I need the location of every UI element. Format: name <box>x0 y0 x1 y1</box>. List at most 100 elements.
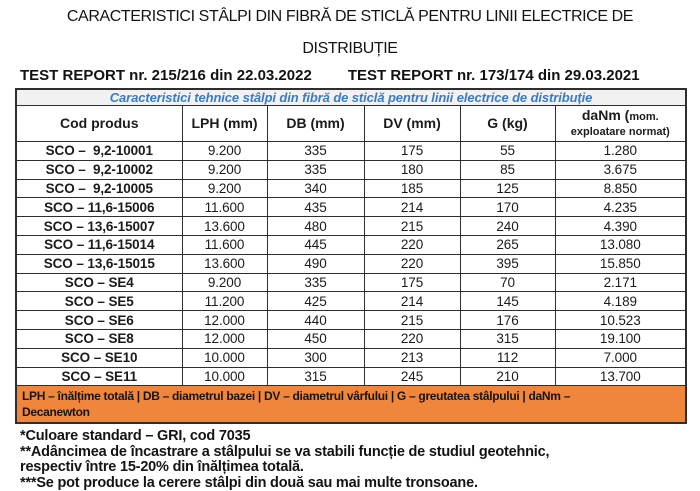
cell-dv: 214 <box>363 291 461 312</box>
cell-lph: 9.200 <box>181 159 268 180</box>
cell-cod-produs: SCO – SE11 <box>15 366 183 387</box>
cell-cod-produs: SCO – 9,2-10002 <box>15 159 183 180</box>
cell-lph: 10.000 <box>181 347 268 368</box>
table-legend-line-2: Decanewton <box>22 405 90 420</box>
table-legend-line-1: LPH – înălțime totală | DB – diametrul b… <box>22 389 571 404</box>
cell-lph: 12.000 <box>181 310 268 330</box>
test-report-right: TEST REPORT nr. 173/174 din 29.03.2021 <box>347 67 640 84</box>
test-reports-row: TEST REPORT nr. 215/216 din 22.03.2022 T… <box>20 67 700 85</box>
table-header-row: Cod produs LPH (mm) DB (mm) DV (mm) G (k… <box>15 105 687 142</box>
page-title-line-1: CARACTERISTICI STÂLPI DIN FIBRĂ DE STICL… <box>66 8 634 25</box>
header-danm: daNm (mom. exploatare normat) <box>554 105 687 142</box>
cell-g: 265 <box>459 234 556 255</box>
cell-db: 335 <box>266 272 365 293</box>
cell-danm: 19.100 <box>554 328 687 349</box>
cell-cod-produs: SCO – 13,6-15007 <box>15 216 183 236</box>
cell-g: 125 <box>459 178 556 199</box>
footnote-sections: ***Se pot produce la cerere stâlpi din d… <box>20 474 478 491</box>
cell-dv: 185 <box>363 178 461 199</box>
cell-danm: 4.235 <box>554 197 687 218</box>
cell-db: 435 <box>266 197 365 218</box>
cell-db: 440 <box>266 310 365 330</box>
header-danm-sub-1: mom. <box>629 110 659 123</box>
cell-lph: 11.600 <box>181 197 268 218</box>
cell-dv: 175 <box>363 272 461 293</box>
cell-g: 315 <box>459 328 556 349</box>
cell-danm: 15.850 <box>554 253 687 274</box>
cell-danm: 8.850 <box>554 178 687 199</box>
table-row: SCO – SE11 10.000 315 245 210 13.700 <box>15 366 687 387</box>
table-legend-row: LPH – înălțime totală | DB – diametrul b… <box>15 385 687 424</box>
header-cod-produs: Cod produs <box>15 105 183 142</box>
header-lph: LPH (mm) <box>181 105 268 142</box>
footnote-embedment-depth-line-1: **Adâncimea de încastrare a stâlpului se… <box>20 443 550 460</box>
cell-lph: 11.600 <box>181 234 268 255</box>
cell-danm: 10.523 <box>554 310 687 330</box>
cell-lph: 9.200 <box>181 178 268 199</box>
cell-db: 490 <box>266 253 365 274</box>
table-row: SCO – 11,6-15014 11.600 445 220 265 13.0… <box>15 234 687 255</box>
footnote-color-standard: *Culoare standard – GRI, cod 7035 <box>20 428 251 445</box>
table-row: SCO – SE10 10.000 300 213 112 7.000 <box>15 347 687 368</box>
cell-g: 240 <box>459 216 556 236</box>
cell-cod-produs: SCO – SE4 <box>15 272 183 293</box>
cell-db: 335 <box>266 141 365 161</box>
cell-lph: 13.600 <box>181 216 268 236</box>
cell-db: 340 <box>266 178 365 199</box>
characteristics-table: Caracteristici tehnice stâlpi din fibră … <box>15 88 688 425</box>
cell-lph: 9.200 <box>181 272 268 293</box>
cell-dv: 220 <box>363 328 461 349</box>
cell-g: 170 <box>459 197 556 218</box>
table-row: SCO – 11,6-15006 11.600 435 214 170 4.23… <box>15 197 687 218</box>
table-row: SCO – 13,6-15015 13.600 490 220 395 15.8… <box>15 253 687 274</box>
cell-dv: 245 <box>363 366 461 387</box>
cell-lph: 11.200 <box>181 291 268 312</box>
cell-dv: 213 <box>363 347 461 368</box>
cell-danm: 4.189 <box>554 291 687 312</box>
cell-db: 480 <box>266 216 365 236</box>
cell-cod-produs: SCO – SE5 <box>15 291 183 312</box>
cell-g: 85 <box>459 159 556 180</box>
cell-lph: 10.000 <box>181 366 268 387</box>
cell-g: 395 <box>459 253 556 274</box>
cell-g: 145 <box>459 291 556 312</box>
page-title-line-2: DISTRIBUȚIE <box>302 40 398 57</box>
cell-danm: 4.390 <box>554 216 687 236</box>
cell-danm: 1.280 <box>554 141 687 161</box>
cell-cod-produs: SCO – 9,2-10001 <box>15 141 183 161</box>
cell-cod-produs: SCO – SE8 <box>15 328 183 349</box>
header-dv: DV (mm) <box>363 105 461 142</box>
table-legend: LPH – înălțime totală | DB – diametrul b… <box>15 385 687 424</box>
header-db: DB (mm) <box>266 105 365 142</box>
cell-db: 335 <box>266 159 365 180</box>
cell-dv: 215 <box>363 216 461 236</box>
cell-danm: 3.675 <box>554 159 687 180</box>
cell-cod-produs: SCO – SE6 <box>15 310 183 330</box>
cell-danm: 7.000 <box>554 347 687 368</box>
cell-dv: 220 <box>363 234 461 255</box>
table-row: SCO – 9,2-10002 9.200 335 180 85 3.675 <box>15 159 687 180</box>
cell-db: 315 <box>266 366 365 387</box>
cell-g: 55 <box>459 141 556 161</box>
cell-lph: 9.200 <box>181 141 268 161</box>
cell-cod-produs: SCO – SE10 <box>15 347 183 368</box>
cell-cod-produs: SCO – 13,6-15015 <box>15 253 183 274</box>
cell-db: 300 <box>266 347 365 368</box>
footnote-embedment-depth-line-2: respectiv între 15-20% din înălțimea tot… <box>20 459 304 476</box>
header-g: G (kg) <box>459 105 556 142</box>
table-subtitle: Caracteristici tehnice stâlpi din fibră … <box>15 88 687 106</box>
page-title: CARACTERISTICI STÂLPI DIN FIBRĂ DE STICL… <box>0 0 700 65</box>
cell-dv: 220 <box>363 253 461 274</box>
table-body: SCO – 9,2-10001 9.200 335 175 55 1.280 S… <box>15 141 687 387</box>
cell-dv: 215 <box>363 310 461 330</box>
table-subtitle-row: Caracteristici tehnice stâlpi din fibră … <box>15 88 687 106</box>
cell-cod-produs: SCO – 9,2-10005 <box>15 178 183 199</box>
table-row: SCO – 9,2-10001 9.200 335 175 55 1.280 <box>15 141 687 161</box>
cell-db: 425 <box>266 291 365 312</box>
table-row: SCO – SE8 12.000 450 220 315 19.100 <box>15 328 687 349</box>
cell-danm: 13.700 <box>554 366 687 387</box>
table-row: SCO – 9,2-10005 9.200 340 185 125 8.850 <box>15 178 687 199</box>
table-row: SCO – SE4 9.200 335 175 70 2.171 <box>15 272 687 293</box>
header-danm-sub-2: exploatare normat) <box>570 125 670 138</box>
header-danm-main: daNm ( <box>581 106 630 123</box>
